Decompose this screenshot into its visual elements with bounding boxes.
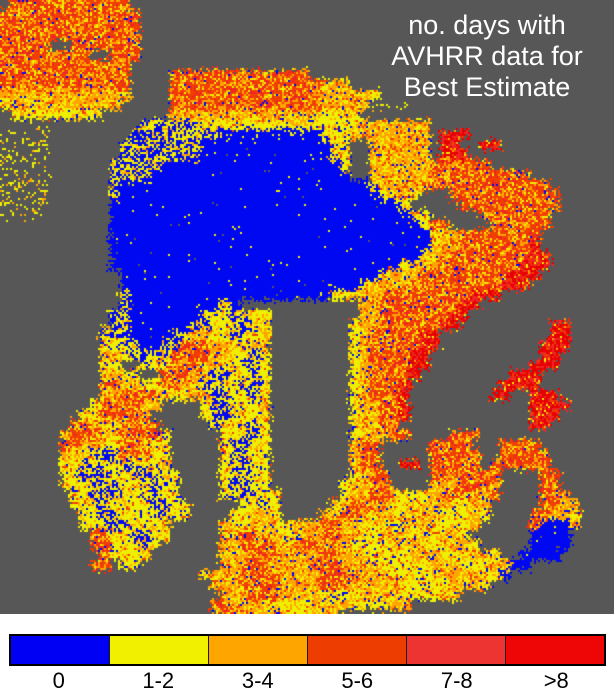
colorbar-label-0: 0 xyxy=(52,668,65,693)
arctic-map-area: no. days with AVHRR data for Best Estima… xyxy=(0,0,614,614)
map-title-line-3: Best Estimate xyxy=(403,72,571,102)
colorbar-label-1: 1-2 xyxy=(142,668,175,693)
map-title-line-2: AVHRR data for xyxy=(391,41,583,71)
colorbar-segment-3 xyxy=(307,636,406,664)
arctic-map-canvas xyxy=(0,0,614,614)
colorbar-label-4: 7-8 xyxy=(440,668,473,693)
colorbar xyxy=(9,634,606,666)
colorbar-segment-2 xyxy=(208,636,307,664)
colorbar-label-3: 5-6 xyxy=(341,668,374,693)
map-title-line-1: no. days with xyxy=(408,10,566,40)
colorbar-segment-4 xyxy=(406,636,505,664)
colorbar-labels: 0 1-2 3-4 5-6 7-8 >8 xyxy=(9,669,606,693)
colorbar-label-2: 3-4 xyxy=(241,668,274,693)
colorbar-legend: 0 1-2 3-4 5-6 7-8 >8 xyxy=(0,614,614,695)
colorbar-segment-1 xyxy=(109,636,208,664)
colorbar-label-5: >8 xyxy=(543,668,569,693)
colorbar-segment-5 xyxy=(505,636,604,664)
colorbar-segment-0 xyxy=(11,636,109,664)
map-title: no. days with AVHRR data for Best Estima… xyxy=(366,10,608,103)
